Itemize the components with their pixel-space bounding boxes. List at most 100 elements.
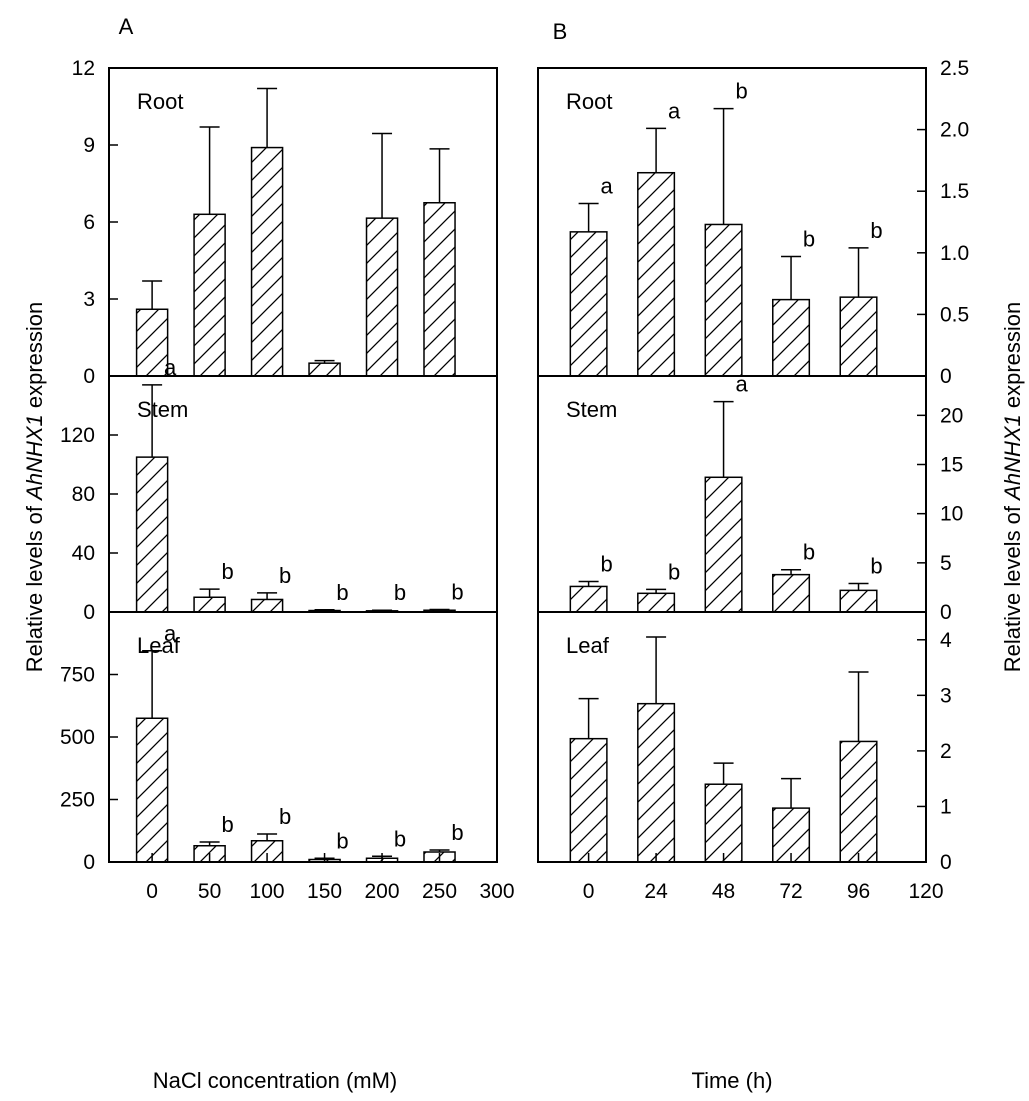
- subplot-leaf: Leaf 0 1 2 3 4: [537, 611, 952, 874]
- significance-label: b: [668, 559, 680, 584]
- y-tick-label: 0: [940, 601, 952, 624]
- significance-label: a: [600, 174, 613, 199]
- y-tick-label: 0: [83, 851, 95, 874]
- bar: [569, 737, 608, 863]
- significance-label: b: [600, 552, 612, 577]
- y-tick-label: 750: [60, 664, 95, 687]
- bar: [704, 223, 743, 377]
- y-tick-label: 80: [72, 483, 95, 506]
- significance-label: a: [164, 355, 177, 380]
- bar: [569, 231, 608, 377]
- y-tick-label: 1.0: [940, 242, 969, 265]
- y-axis-title-left: Relative levels of AhNHX1 expression: [22, 302, 47, 673]
- bar: [250, 598, 284, 613]
- x-tick-label: 100: [250, 880, 285, 903]
- y-tick-label: 250: [60, 789, 95, 812]
- x-tick-label: 250: [422, 880, 457, 903]
- subplot-title: Leaf: [137, 633, 181, 658]
- y-tick-label: 1.5: [940, 180, 969, 203]
- panel-letter: B: [553, 19, 568, 44]
- significance-label: b: [336, 580, 348, 605]
- x-axis-title: NaCl concentration (mM): [153, 1068, 398, 1093]
- subplot-stem: Stem a b b b b b 0 40 80 120: [60, 355, 498, 624]
- y-tick-label: 0: [940, 365, 952, 388]
- y-tick-label: 3: [940, 684, 952, 707]
- bar: [772, 573, 811, 613]
- bar: [569, 585, 608, 613]
- x-tick-label: 96: [847, 880, 870, 903]
- y-tick-label: 20: [940, 404, 963, 427]
- bar: [193, 596, 226, 613]
- significance-label: b: [279, 804, 291, 829]
- significance-label: a: [668, 98, 681, 123]
- significance-label: b: [279, 563, 291, 588]
- significance-label: a: [735, 372, 748, 397]
- bar: [135, 308, 169, 377]
- y-tick-label: 1: [940, 795, 952, 818]
- subplot-title: Root: [137, 89, 183, 114]
- x-tick-label: 0: [583, 880, 595, 903]
- bar: [839, 740, 878, 863]
- significance-label: b: [803, 540, 815, 565]
- subplot-stem: Stem b b a b b 0 5 10 15 20: [537, 372, 963, 624]
- x-tick-label: 200: [365, 880, 400, 903]
- subplot-title: Stem: [566, 397, 617, 422]
- bar: [135, 717, 169, 863]
- y-tick-label: 4: [940, 629, 952, 652]
- significance-label: b: [394, 826, 406, 851]
- subplot-title: Stem: [137, 397, 188, 422]
- x-tick-label: 0: [146, 880, 158, 903]
- x-tick-label: 48: [712, 880, 735, 903]
- plot-frame: [537, 611, 927, 863]
- bar: [839, 296, 878, 377]
- y-tick-label: 120: [60, 424, 95, 447]
- plot-frame: [108, 611, 498, 863]
- subplot-title: Leaf: [566, 633, 610, 658]
- bar: [704, 783, 743, 863]
- y-tick-label: 3: [83, 288, 95, 311]
- significance-label: a: [164, 621, 177, 646]
- subplot-root: Root 0 3 6 9 12: [72, 57, 498, 388]
- significance-label: b: [394, 580, 406, 605]
- y-tick-label: 2.0: [940, 119, 969, 142]
- x-tick-label: 72: [779, 880, 802, 903]
- bar: [637, 702, 676, 863]
- y-tick-label: 10: [940, 503, 963, 526]
- x-tick-label: 300: [479, 880, 514, 903]
- significance-label: b: [735, 79, 747, 104]
- bar: [423, 202, 456, 377]
- significance-label: b: [221, 559, 233, 584]
- x-tick-label: 150: [307, 880, 342, 903]
- significance-label: b: [451, 579, 463, 604]
- y-axis-title-right: Relative levels of AhNHX1 expression: [1000, 302, 1025, 673]
- y-tick-label: 12: [72, 57, 95, 80]
- significance-label: b: [803, 226, 815, 251]
- y-tick-label: 9: [83, 134, 95, 157]
- bar: [308, 362, 341, 377]
- bar: [365, 217, 399, 377]
- x-tick-label: 120: [908, 880, 943, 903]
- bar: [637, 592, 676, 613]
- significance-label: b: [870, 218, 882, 243]
- y-tick-label: 0.5: [940, 303, 969, 326]
- x-axis-title: Time (h): [691, 1068, 772, 1093]
- bar: [637, 171, 676, 377]
- y-tick-label: 40: [72, 542, 95, 565]
- y-tick-label: 0: [83, 601, 95, 624]
- y-tick-label: 500: [60, 726, 95, 749]
- y-tick-label: 2.5: [940, 57, 969, 80]
- y-tick-label: 2: [940, 740, 952, 763]
- bar: [839, 589, 878, 613]
- bar: [704, 476, 743, 613]
- x-tick-label: 50: [198, 880, 221, 903]
- x-tick-label: 24: [644, 880, 668, 903]
- y-tick-label: 15: [940, 454, 963, 477]
- panel-letter: A: [119, 14, 134, 39]
- bar: [772, 298, 811, 377]
- significance-label: b: [870, 553, 882, 578]
- subplot-title: Root: [566, 89, 612, 114]
- bar: [135, 456, 169, 613]
